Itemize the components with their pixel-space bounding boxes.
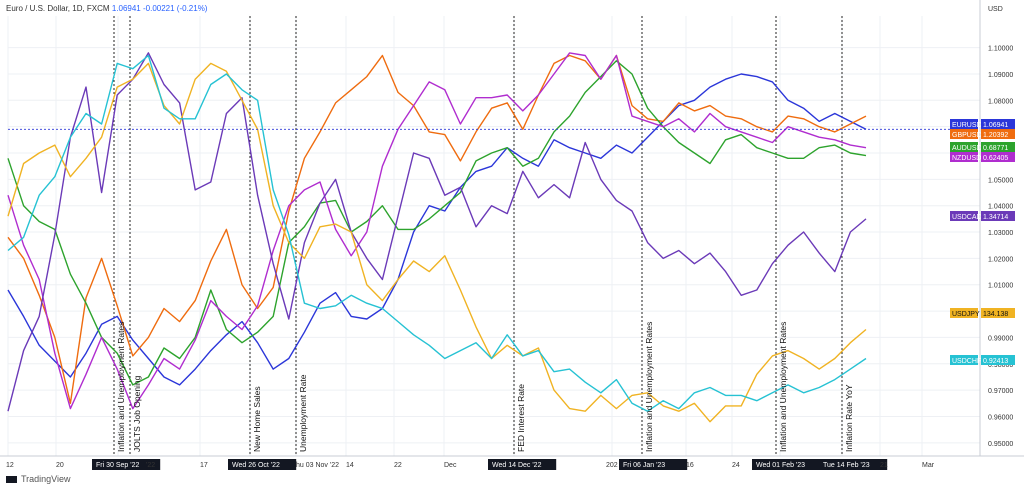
x-tick-label: '22: [146, 462, 155, 469]
series-price-badge: [981, 119, 1015, 129]
x-tick-label: hu 03 Nov '22: [296, 462, 339, 469]
tradingview-brand[interactable]: TradingView: [6, 474, 71, 484]
y-tick-label: 1.08000: [988, 98, 1013, 105]
y-axis-unit: USD: [988, 6, 1003, 13]
x-tick-label: Fri 30 Sep '22: [96, 462, 139, 469]
series-name-label: USDCHF: [952, 358, 981, 365]
y-tick-label: 1.02000: [988, 256, 1013, 263]
series-price-label: 0.92413: [983, 358, 1008, 365]
series-line-usdcad[interactable]: [7, 52, 867, 412]
series-name-label: USDJPY: [952, 311, 980, 318]
series-name-label: GBPUSD: [952, 132, 982, 139]
series-name-label: AUDUSD: [952, 145, 982, 152]
x-event-date-badge: [752, 459, 821, 470]
x-event-date-badge: [619, 459, 688, 470]
chart-header: Euro / U.S. Dollar, 1D, FXCM 1.06941 -0.…: [6, 4, 207, 13]
y-tick-label: 0.99000: [988, 335, 1013, 342]
series-name-badge: [950, 308, 978, 318]
series-price-badge: [981, 142, 1015, 152]
series-price-badge: [981, 355, 1015, 365]
last-price: 1.06941: [111, 4, 141, 13]
x-tick-label: Wed 26 Oct '22: [232, 462, 280, 469]
event-label: Inflation and Unemployment Rates: [644, 322, 654, 452]
y-tick-label: 0.95000: [988, 441, 1013, 448]
series-price-badge: [981, 129, 1015, 139]
series-name-label: EURUSD: [952, 122, 982, 129]
series-price-badge: [981, 152, 1015, 162]
x-tick-label: 12: [6, 462, 14, 469]
x-tick-label: 21: [880, 462, 888, 469]
event-label: FED Interest Rate: [516, 384, 526, 452]
series-price-badge: [981, 211, 1015, 221]
event-label: Unemployment Rate: [298, 374, 308, 452]
x-tick-label: Wed 14 Dec '22: [492, 462, 542, 469]
series-line-audusd[interactable]: [7, 60, 867, 386]
price-change: -0.00221 (-0.21%): [142, 4, 208, 13]
x-tick-label: 17: [200, 462, 208, 469]
series-name-badge: [950, 152, 978, 162]
y-tick-label: 0.97000: [988, 388, 1013, 395]
x-tick-label: Fri 06 Jan '23: [623, 462, 665, 469]
event-label: Inflation and Unemployment Rates: [116, 322, 126, 452]
y-tick-label: 1.05000: [988, 177, 1013, 184]
x-tick-label: 16: [686, 462, 694, 469]
y-tick-label: 1.09000: [988, 72, 1013, 79]
event-label: New Home Sales: [252, 386, 262, 452]
x-event-date-badge: [228, 459, 297, 470]
series-line-nzdusd[interactable]: [7, 52, 867, 410]
series-price-label: 0.62405: [983, 155, 1008, 162]
x-tick-label: 20: [56, 462, 64, 469]
series-name-badge: [950, 355, 978, 365]
series-price-label: 1.06941: [983, 122, 1008, 129]
event-label: Inflation and Unemployment Rates: [778, 322, 788, 452]
y-tick-label: 1.04000: [988, 204, 1013, 211]
series-line-eurusd[interactable]: [7, 73, 867, 386]
symbol-title[interactable]: Euro / U.S. Dollar, 1D, FXCM: [6, 4, 110, 13]
y-tick-label: 1.10000: [988, 46, 1013, 53]
x-event-date-badge: [92, 459, 161, 470]
x-event-date-badge: [819, 459, 888, 470]
x-tick-label: 22: [394, 462, 402, 469]
event-label: JOLTS Job Opening: [132, 375, 142, 452]
event-label: Inflation Rate YoY: [844, 384, 854, 452]
y-tick-label: 0.98000: [988, 362, 1013, 369]
series-line-gbpusd[interactable]: [7, 54, 867, 404]
series-price-badge: [981, 308, 1015, 318]
x-tick-label: Mar: [922, 462, 935, 469]
series-price-label: 1.34714: [983, 214, 1008, 221]
y-tick-label: 1.03000: [988, 230, 1013, 237]
brand-label: TradingView: [21, 474, 71, 484]
series-name-badge: [950, 129, 978, 139]
series-line-usdchf[interactable]: [7, 54, 867, 412]
x-tick-label: Tue 14 Feb '23: [823, 462, 870, 469]
x-tick-label: Wed 01 Feb '23: [756, 462, 805, 469]
x-tick-label: Dec: [444, 462, 457, 469]
x-tick-label: 14: [346, 462, 354, 469]
series-price-label: 1.20392: [983, 132, 1008, 139]
x-event-date-badge: [488, 459, 557, 470]
y-tick-label: 0.96000: [988, 414, 1013, 421]
series-name-label: NZDUSD: [952, 155, 981, 162]
x-tick-label: 24: [732, 462, 740, 469]
series-name-badge: [950, 119, 978, 129]
y-tick-label: 1.01000: [988, 283, 1013, 290]
series-price-label: 0.68771: [983, 145, 1008, 152]
x-tick-label: 202: [606, 462, 618, 469]
tradingview-logo-icon: [6, 476, 17, 484]
series-name-badge: [950, 211, 978, 221]
series-name-label: USDCAD: [952, 214, 982, 221]
series-price-label: 134.138: [983, 311, 1008, 318]
series-line-usdjpy[interactable]: [7, 62, 867, 423]
series-name-badge: [950, 142, 978, 152]
